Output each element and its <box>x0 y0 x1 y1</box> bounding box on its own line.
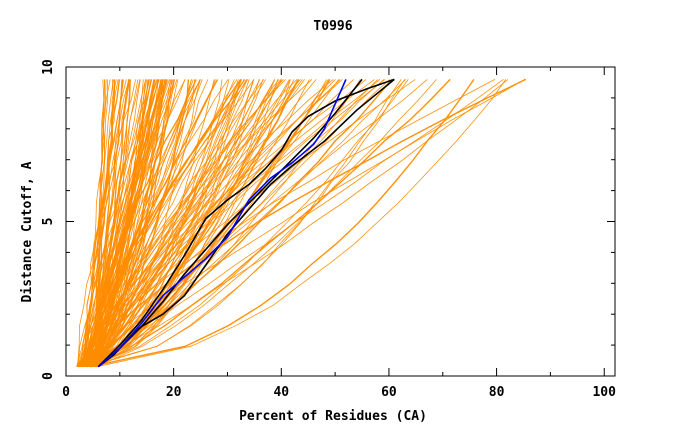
model-curve <box>97 79 157 367</box>
model-curve <box>94 78 451 368</box>
x-tick-label: 80 <box>489 385 505 400</box>
model-curve <box>77 79 299 368</box>
model-curve <box>76 79 239 368</box>
model-curve <box>94 79 148 367</box>
model-curve <box>82 79 313 367</box>
x-axis-label: Percent of Residues (CA) <box>239 409 427 424</box>
model-curve <box>94 79 276 367</box>
model-curve <box>97 79 201 367</box>
x-tick-label: 60 <box>381 385 397 400</box>
model-curve <box>93 79 276 368</box>
model-curve <box>93 79 130 367</box>
model-curve <box>88 79 250 368</box>
y-axis-label: Distance Cutoff, A <box>20 161 35 302</box>
model-curve <box>91 79 255 368</box>
model-curve <box>80 79 279 368</box>
model-curves <box>76 78 527 368</box>
model-curve <box>83 79 381 367</box>
model-curve <box>97 79 406 368</box>
model-curve <box>92 79 150 367</box>
model-curve <box>94 79 155 367</box>
model-curve <box>93 79 291 368</box>
model-curve <box>79 79 196 367</box>
model-curve <box>78 79 343 367</box>
model-curve <box>92 79 171 367</box>
model-curve <box>96 79 117 367</box>
model-curve <box>83 79 496 367</box>
model-curve <box>90 79 169 367</box>
model-curve <box>97 79 144 367</box>
x-tick-label: 20 <box>166 385 182 400</box>
model-curve <box>90 79 409 368</box>
model-curve <box>95 79 437 368</box>
x-tick-label: 40 <box>273 385 289 400</box>
model-curve <box>84 79 361 368</box>
model-curve <box>96 79 507 368</box>
x-tick-label: 100 <box>592 385 616 400</box>
model-curve <box>86 79 402 368</box>
y-tick-label: 5 <box>41 218 56 226</box>
model-curve <box>80 79 509 368</box>
model-curve <box>81 79 223 368</box>
model-curve <box>85 79 354 367</box>
model-curve <box>78 79 525 367</box>
highlight-curve-3 <box>97 78 395 368</box>
model-curve <box>93 79 255 368</box>
highlighted-curves <box>97 78 395 368</box>
x-tick-label: 0 <box>62 385 70 400</box>
model-curve <box>90 79 172 367</box>
model-curve <box>83 79 127 367</box>
axis-ticks: 0 20 40 60 80 100 0 5 10 <box>41 59 616 400</box>
model-curve <box>89 79 406 368</box>
model-curve <box>87 79 300 368</box>
model-curve <box>91 79 105 367</box>
model-curve <box>91 79 334 367</box>
model-curve <box>86 79 190 368</box>
model-curve <box>93 79 160 367</box>
chart-title: T0996 <box>313 19 352 34</box>
y-tick-label: 0 <box>41 372 56 380</box>
model-curve <box>93 79 235 367</box>
model-curve <box>80 79 164 367</box>
model-curve <box>85 79 114 367</box>
model-curve <box>79 79 130 367</box>
model-curve <box>91 79 215 368</box>
highlight-curve-4 <box>97 79 347 368</box>
y-tick-label: 10 <box>41 59 56 75</box>
model-curve <box>88 79 152 367</box>
model-curve <box>87 79 385 367</box>
